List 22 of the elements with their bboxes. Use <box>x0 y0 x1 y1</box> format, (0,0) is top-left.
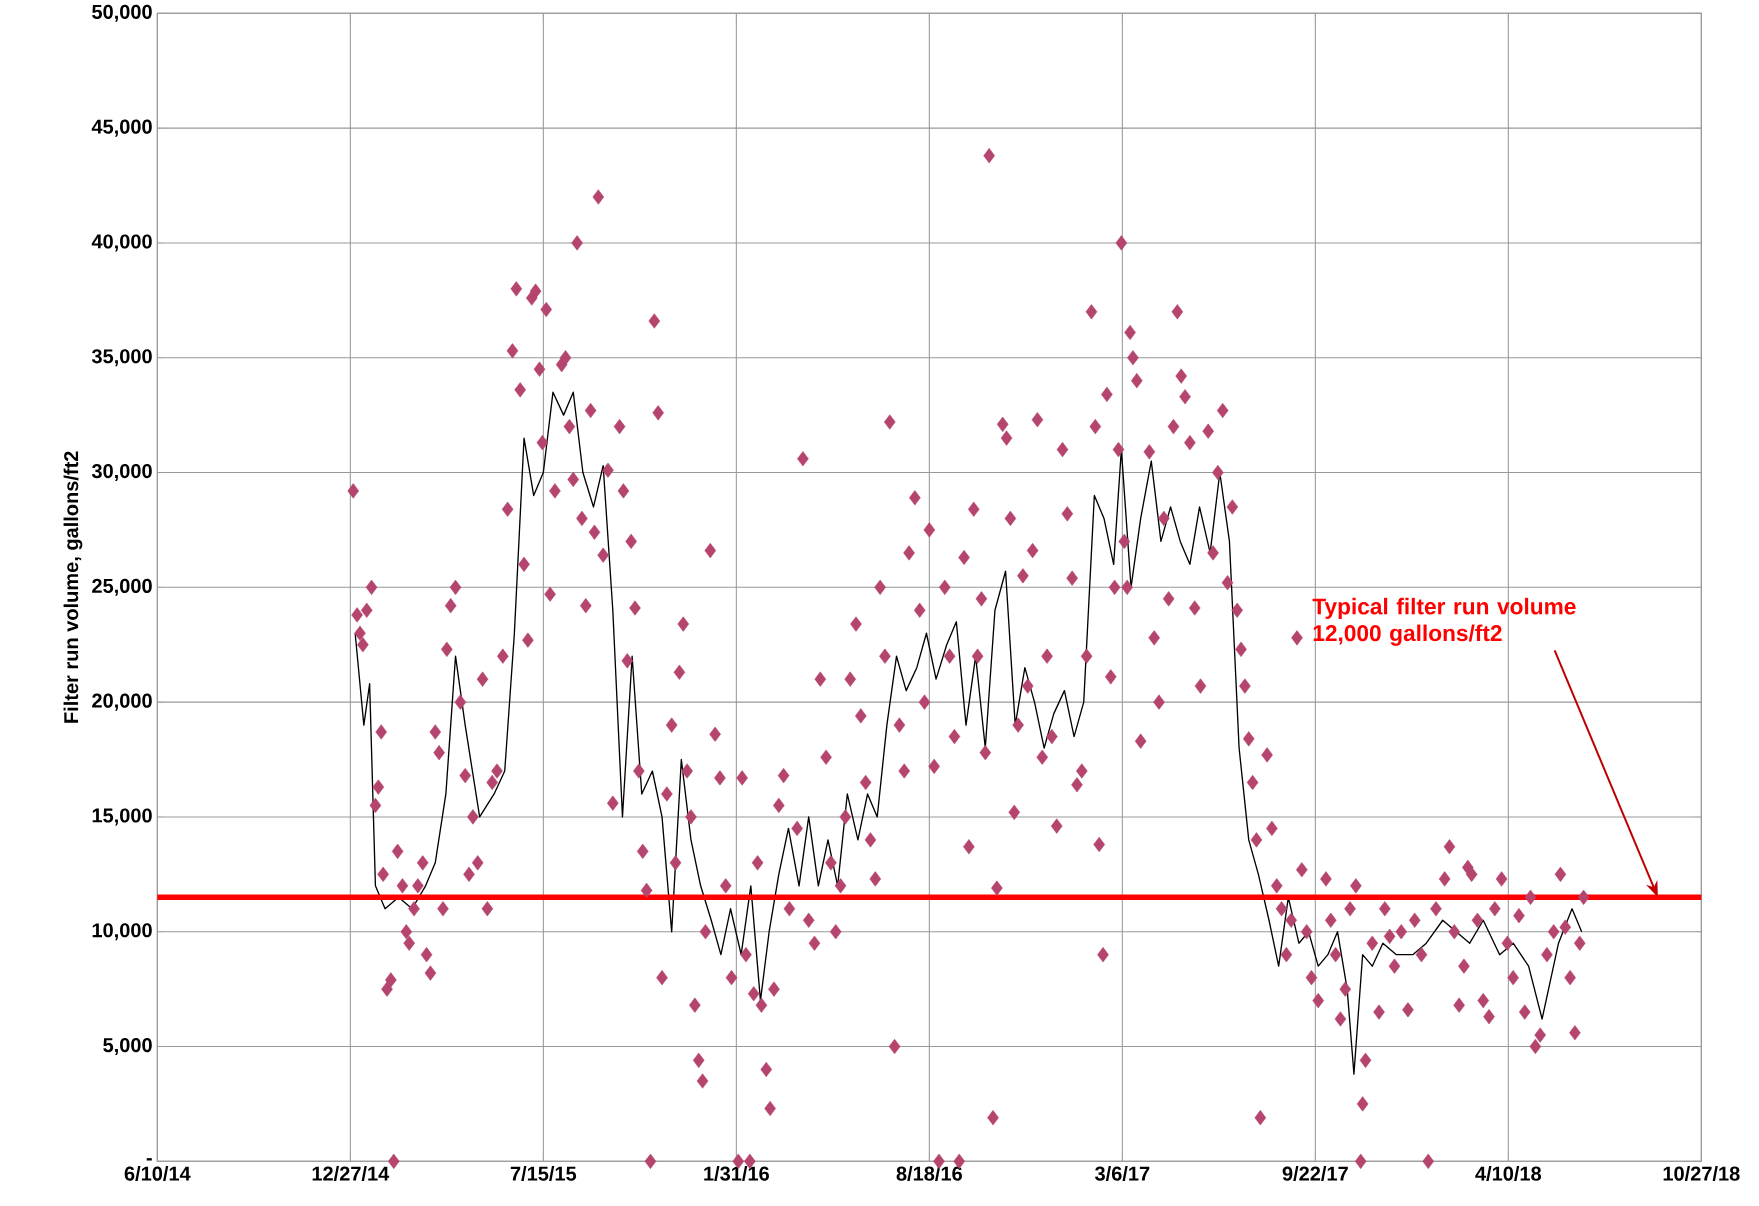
y-tick-label: 15,000 <box>92 808 152 826</box>
x-tick-label: 7/15/15 <box>510 1166 577 1181</box>
x-tick-label: 8/18/16 <box>896 1166 962 1181</box>
y-axis-title: Filter run volume, gallons/ft2 <box>63 451 83 723</box>
y-tick-label: 25,000 <box>92 578 152 596</box>
y-tick-label: 30,000 <box>91 463 152 482</box>
y-tick-label: 10,000 <box>92 923 152 941</box>
x-tick-label: 3/6/17 <box>1094 1166 1150 1181</box>
y-tick-label: 20,000 <box>92 693 152 711</box>
y-tick-label: 35,000 <box>91 349 152 367</box>
y-tick-label: 50,000 <box>92 4 152 22</box>
y-tick-label: - <box>146 1158 152 1161</box>
y-tick-label: 45,000 <box>91 119 152 137</box>
x-tick-label: 4/10/18 <box>1475 1166 1542 1181</box>
x-tick-label: 9/22/17 <box>1282 1166 1348 1181</box>
y-tick-label: 5,000 <box>103 1038 152 1056</box>
x-tick-label: 10/27/18 <box>1663 1166 1740 1181</box>
x-tick-label: 6/10/14 <box>124 1166 191 1181</box>
x-tick-label: 12/27/14 <box>312 1166 390 1181</box>
ref-line-label: Typical filter run volume 12,000 gallons/ft2 <box>1312 597 1576 646</box>
y-tick-label: 40,000 <box>91 234 152 252</box>
x-tick-label: 1/31/16 <box>704 1166 769 1181</box>
